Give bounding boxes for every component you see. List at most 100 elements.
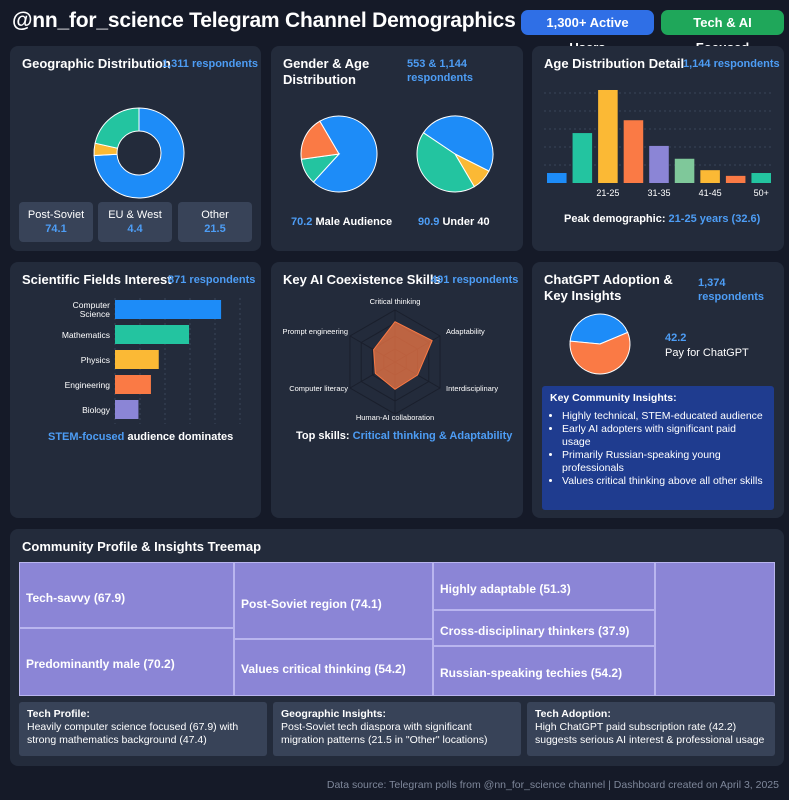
skills-title: Key AI Coexistence Skills	[283, 272, 441, 287]
field-label: Physics	[81, 355, 110, 365]
tech-focus-badge: Tech & AI Focused	[661, 10, 784, 55]
info-title: Tech Profile:	[27, 708, 90, 720]
info-title: Tech Adoption:	[535, 708, 611, 720]
stat-label: EU & West	[108, 209, 162, 221]
gender-age-respondents: 553 & 1,144 respondents	[407, 58, 474, 84]
geographic-insights-box: Geographic Insights: Post-Soviet tech dia…	[273, 702, 521, 756]
field-label: Computer	[73, 300, 110, 310]
radar-label: Computer literacy	[289, 384, 348, 393]
treemap-label: Values critical thinking (54.2)	[241, 662, 406, 676]
field-bar	[115, 375, 151, 394]
field-bar	[115, 300, 222, 319]
insight-item: Highly technical, STEM-educated audience	[562, 410, 766, 423]
radar-label: Interdisciplinary	[446, 384, 498, 393]
age-bar-chart: 21-25 31-35 41-45 50+	[544, 89, 774, 198]
info-title: Geographic Insights:	[281, 708, 387, 720]
fields-note-highlight: STEM-focused	[48, 431, 125, 443]
field-label: Mathematics	[62, 330, 110, 340]
age-tick-label: 31-35	[647, 188, 670, 198]
age-bar	[649, 145, 669, 183]
age-bar	[572, 133, 593, 183]
field-bar	[115, 350, 159, 369]
age-tick-label: 41-45	[699, 188, 722, 198]
stat-value: 74.1	[45, 223, 67, 235]
treemap-label: Post-Soviet region (74.1)	[241, 597, 382, 611]
tech-adoption-box: Tech Adoption: High ChatGPT paid subscrip…	[527, 702, 775, 756]
skills-note: Top skills: Critical thinking & Adaptabi…	[296, 430, 512, 442]
skills-respondents: 491 respondents	[431, 274, 519, 286]
pie-slice-male	[312, 115, 378, 193]
age-bar	[700, 170, 720, 183]
pie-slice-under-40-b	[416, 132, 475, 193]
field-bar	[115, 325, 190, 344]
age-bar	[598, 89, 618, 183]
treemap-cell-adaptable: Highly adaptable (51.3)	[433, 562, 655, 610]
tech-profile-box: Tech Profile: Heavily computer science fo…	[19, 702, 267, 756]
fields-note: STEM-focused audience dominates	[48, 431, 233, 443]
peak-label: Peak demographic:	[564, 213, 666, 225]
treemap-cell-post-soviet: Post-Soviet region (74.1)	[234, 562, 433, 639]
pie-slice-pay	[569, 313, 629, 345]
treemap-label: Cross-disciplinary thinkers (37.9)	[440, 624, 630, 638]
chatgpt-respondents: 1,374 respondents	[698, 277, 765, 303]
treemap-cell-male: Predominantly male (70.2)	[19, 628, 234, 696]
pie-slice-other	[94, 107, 140, 149]
treemap-label: Highly adaptable (51.3)	[440, 582, 571, 596]
field-label: Biology	[82, 405, 111, 415]
info-text: Heavily computer science focused (67.9) …	[27, 721, 239, 746]
stat-eu-west: EU & West 4.4	[98, 202, 172, 242]
geographic-donut-chart	[93, 107, 185, 199]
stat-other: Other 21.5	[178, 202, 252, 242]
page-title: @nn_for_science Telegram Channel Demogra…	[12, 9, 516, 32]
stat-label: Other	[201, 209, 229, 221]
gender-age-card: Gender & Age Distribution 553 & 1,144 re…	[271, 46, 523, 251]
info-text: Post-Soviet tech diaspora with significa…	[281, 721, 488, 746]
treemap-cell-tech-savvy: Tech-savvy (67.9)	[19, 562, 234, 628]
age-detail-respondents: 1,144 respondents	[683, 58, 780, 70]
fields-respondents: 871 respondents	[168, 274, 256, 286]
geographic-card: Geographic Distribution 1,311 respondent…	[10, 46, 261, 251]
radar-label: Human-AI collaboration	[356, 413, 434, 422]
radar-label: Adaptability	[446, 327, 485, 336]
male-audience-text: 70.2 Male Audience	[291, 216, 392, 228]
pie-slice-under-40	[422, 115, 494, 172]
geographic-title: Geographic Distribution	[22, 56, 171, 71]
age-pie-chart	[416, 115, 494, 193]
age-detail-card: Age Distribution Detail 1,144 respondent…	[532, 46, 784, 251]
stat-post-soviet: Post-Soviet 74.1	[19, 202, 93, 242]
age-bar	[751, 173, 771, 183]
footer-source: Data source: Telegram polls from @nn_for…	[326, 779, 779, 791]
treemap-title: Community Profile & Insights Treemap	[22, 539, 262, 554]
skills-note-label: Top skills:	[296, 430, 350, 442]
pie-slice-no-pay	[569, 331, 631, 375]
treemap-label: Russian-speaking techies (54.2)	[440, 666, 623, 680]
treemap-cell-cross-disciplinary: Cross-disciplinary thinkers (37.9)	[433, 610, 655, 646]
stat-label: Post-Soviet	[27, 209, 85, 221]
age-bar	[547, 173, 567, 183]
stat-value: 4.4	[127, 223, 143, 235]
gender-pie-chart	[300, 115, 378, 193]
treemap-label: Tech-savvy (67.9)	[26, 591, 126, 605]
geographic-respondents: 1,311 respondents	[162, 58, 258, 70]
chatgpt-pie-chart	[569, 313, 631, 375]
age-tick-label: 21-25	[596, 188, 619, 198]
treemap-label: Predominantly male (70.2)	[26, 657, 175, 671]
info-text: High ChatGPT paid subscription rate (42.…	[535, 721, 765, 746]
under40-text: 90.9 Under 40	[418, 216, 490, 228]
gender-age-title: Gender & Age Distribution	[283, 56, 370, 87]
field-label: Engineering	[65, 380, 111, 390]
fields-title: Scientific Fields Interest	[22, 272, 172, 287]
pay-label: Pay for ChatGPT	[665, 347, 749, 359]
age-tick-label: 50+	[754, 188, 769, 198]
radar-label: Critical thinking	[370, 297, 421, 306]
pie-slice-other	[300, 120, 340, 160]
treemap-cell-empty	[655, 562, 775, 696]
insight-item: Values critical thinking above all other…	[562, 475, 766, 488]
age-bar	[725, 175, 746, 183]
pay-value: 42.2	[665, 332, 687, 344]
male-label: Male Audience	[315, 216, 393, 228]
male-value: 70.2	[291, 216, 313, 228]
radar-label: Prompt engineering	[283, 327, 348, 336]
insight-item: Early AI adopters with significant paid …	[562, 423, 766, 449]
under40-label: Under 40	[442, 216, 490, 228]
